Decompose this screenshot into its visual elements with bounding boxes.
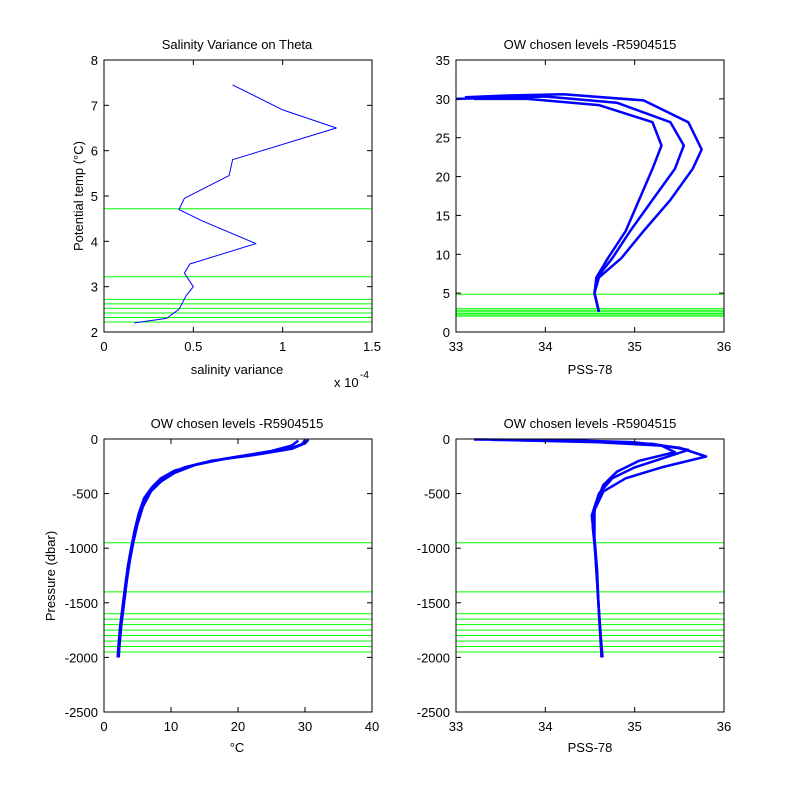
p2-ytick-label-6: 30	[436, 92, 450, 107]
p4-ytick-label-3: -1500	[417, 596, 450, 611]
p4-ytick-label-0: 0	[443, 432, 450, 447]
p3-xtick-label-3: 30	[298, 719, 312, 734]
p4-plot-area: 33 34 35 36 0 -500 -1000 -1500 -2000 -2500	[417, 432, 731, 734]
p4-ytick-label-5: -2500	[417, 705, 450, 720]
p3-ytick-label-2: -1000	[65, 541, 98, 556]
p1-title: Salinity Variance on Theta	[162, 37, 313, 52]
p3-xtick-label-4: 40	[365, 719, 379, 734]
p4-series-2	[509, 438, 677, 658]
p3-ytick-label-4: -2000	[65, 650, 98, 665]
p3-ytick-label-5: -2500	[65, 705, 98, 720]
p4-xtick-label-1: 34	[538, 719, 552, 734]
p4-frame	[455, 438, 725, 713]
p3-frame	[103, 438, 373, 713]
p1-series-0	[134, 84, 337, 324]
p2-series-2	[473, 97, 663, 313]
p3-xtick-label-0: 0	[100, 719, 107, 734]
p3-title: OW chosen levels -R5904515	[151, 416, 324, 431]
p2-ytick-label-4: 20	[436, 170, 450, 185]
p4-ytick-label-2: -1000	[417, 541, 450, 556]
panel-salinity-theta: OW chosen levels -R5904515 33 34 35 36 0 5 10 1…	[436, 37, 732, 377]
p4-xtick-label-3: 36	[717, 719, 731, 734]
p2-ytick-label-2: 10	[436, 247, 450, 262]
p1-ytick-label-5: 7	[91, 98, 98, 113]
p2-xtick-label-1: 34	[538, 339, 552, 354]
p2-xlabel: PSS-78	[568, 362, 613, 377]
p3-xtick-label-1: 10	[164, 719, 178, 734]
panel-temperature-pressure: OW chosen levels -R5904515 0 10 20 30 40 0 -50…	[43, 416, 379, 755]
p3-series-2	[116, 439, 300, 658]
p2-series-1	[464, 92, 703, 313]
p2-xtick-label-2: 35	[627, 339, 641, 354]
p1-x-exponent-power: -4	[360, 370, 369, 381]
p1-plot-area: 0 0.5 1 1.5 2 3 4 5 6 7 8	[91, 53, 381, 354]
p1-x-exponent: x 10	[334, 375, 359, 390]
p1-ylabel: Potential temp (°C)	[71, 141, 86, 251]
p4-xtick-label-0: 33	[449, 719, 463, 734]
p1-xtick-label-2: 1	[279, 339, 286, 354]
p4-ytick-label-4: -2000	[417, 650, 450, 665]
p4-xlabel: PSS-78	[568, 740, 613, 755]
p2-ytick-label-1: 5	[443, 286, 450, 301]
p2-series-0	[455, 95, 686, 313]
p1-xtick-label-3: 1.5	[363, 339, 381, 354]
p1-ytick-label-3: 5	[91, 189, 98, 204]
p2-ytick-label-7: 35	[436, 53, 450, 68]
p3-ytick-label-1: -500	[72, 487, 98, 502]
p3-ytick-label-3: -1500	[65, 596, 98, 611]
p1-ytick-label-4: 6	[91, 144, 98, 159]
p2-xtick-label-3: 36	[717, 339, 731, 354]
p3-ytick-label-0: 0	[91, 432, 98, 447]
p1-frame	[103, 59, 373, 333]
p1-ytick-label-1: 3	[91, 280, 98, 295]
p2-frame	[455, 59, 725, 333]
p4-title: OW chosen levels -R5904515	[504, 416, 677, 431]
p1-ytick-label-0: 2	[91, 325, 98, 340]
panel-salinity-variance: Salinity Variance on Theta 0 0.5 1 1.5 2 3 4 5 6…	[71, 37, 381, 390]
p2-ytick-label-3: 15	[436, 208, 450, 223]
p2-ytick-label-0: 0	[443, 325, 450, 340]
p2-ytick-label-5: 25	[436, 131, 450, 146]
p3-ylabel: Pressure (dbar)	[43, 531, 58, 621]
p1-ytick-label-2: 4	[91, 234, 98, 249]
p2-title: OW chosen levels -R5904515	[504, 37, 677, 52]
p2-plot-area: 33 34 35 36 0 5 10 15 20 25 30 35	[436, 53, 732, 354]
p3-plot-area: 0 10 20 30 40 0 -500 -1000 -1500 -2000 -2500	[65, 432, 379, 734]
p3-xlabel: °C	[230, 740, 245, 755]
p1-xtick-label-0: 0	[100, 339, 107, 354]
p4-xtick-label-2: 35	[627, 719, 641, 734]
p3-xtick-label-2: 20	[231, 719, 245, 734]
p1-xlabel: salinity variance	[191, 362, 284, 377]
p4-ytick-label-1: -500	[424, 487, 450, 502]
p2-xtick-label-0: 33	[449, 339, 463, 354]
p1-xtick-label-1: 0.5	[184, 339, 202, 354]
p1-ytick-label-6: 8	[91, 53, 98, 68]
panel-salinity-pressure: OW chosen levels -R5904515 33 34 35 36 0 -500…	[417, 416, 731, 755]
